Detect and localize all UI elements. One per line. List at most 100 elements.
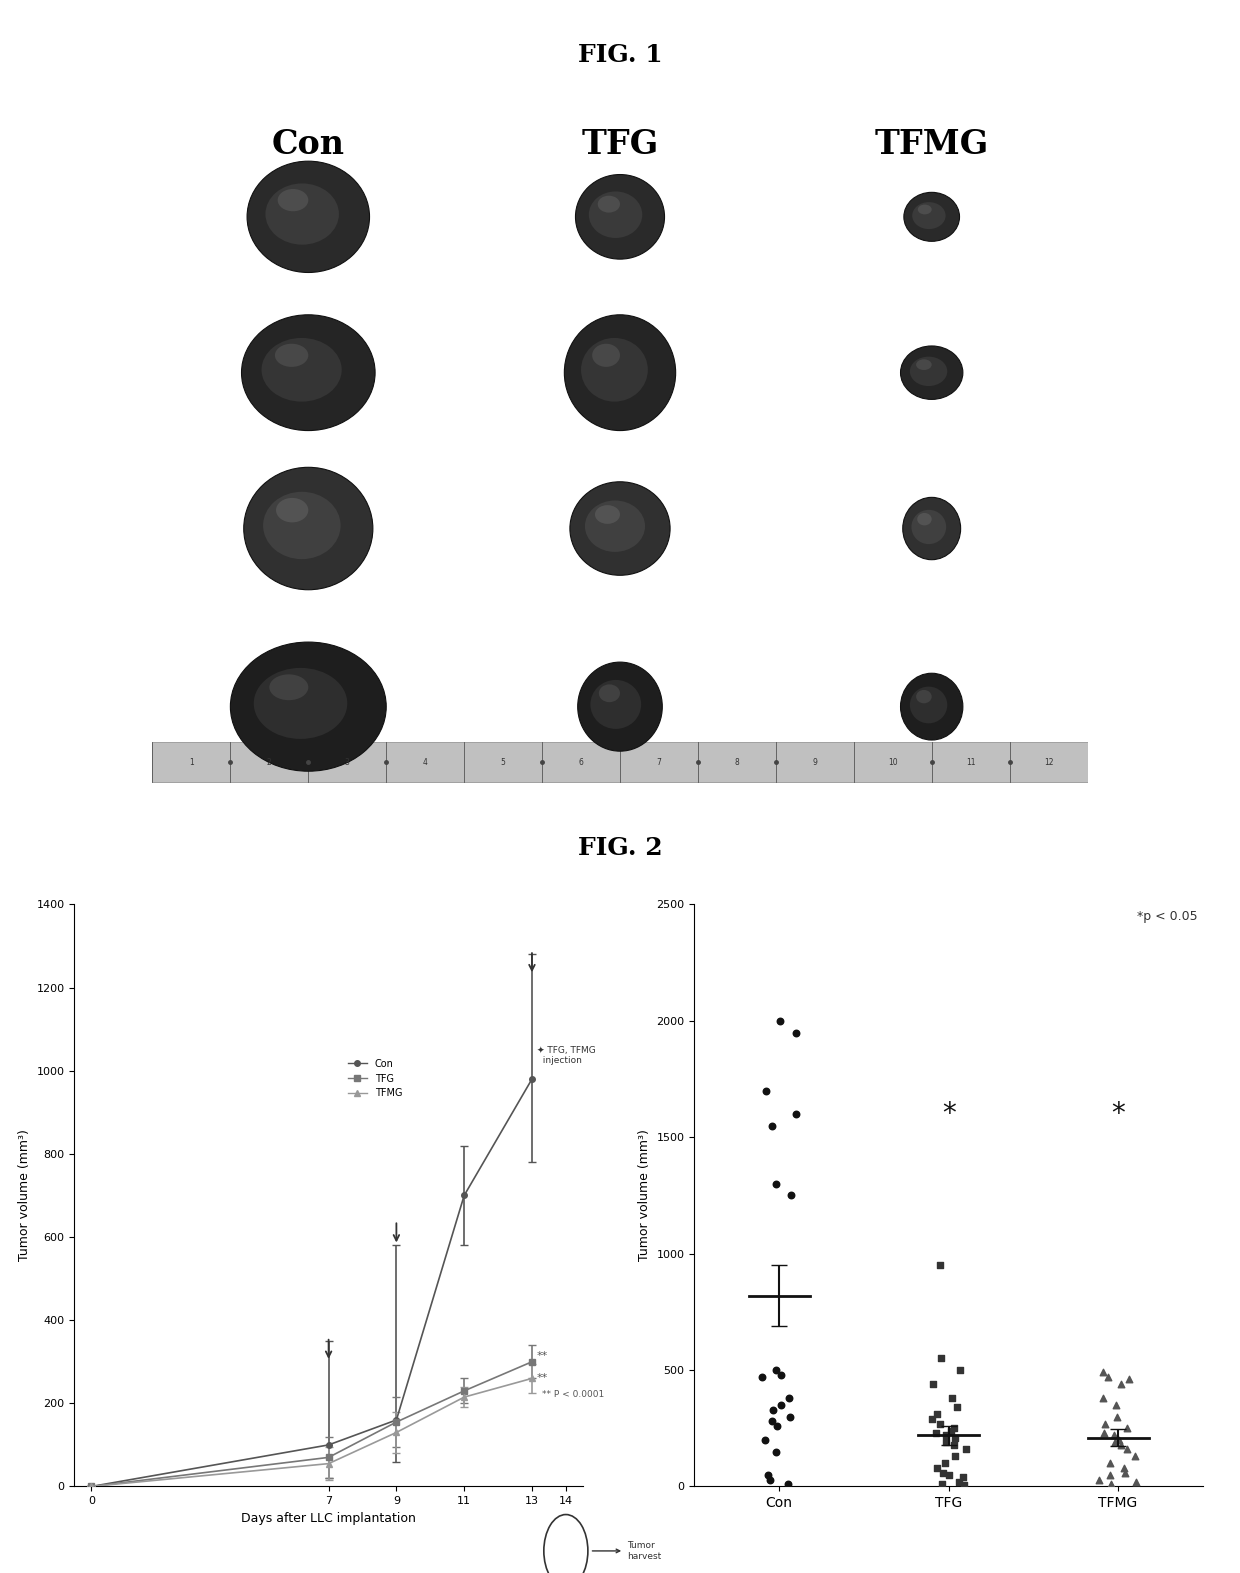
Point [1100, 1450, 1120, 1475]
Text: 1: 1 [188, 758, 193, 766]
Ellipse shape [916, 359, 931, 370]
Text: 11: 11 [966, 758, 976, 766]
Ellipse shape [262, 338, 342, 401]
Ellipse shape [582, 338, 647, 401]
Point [923, 1406, 942, 1431]
Y-axis label: Tumor volume (mm³): Tumor volume (mm³) [639, 1129, 651, 1262]
Point [932, 1472, 952, 1497]
Point [758, 1463, 777, 1488]
Ellipse shape [590, 680, 641, 728]
Point [780, 1405, 800, 1430]
Point [1114, 1455, 1133, 1480]
Text: 9: 9 [812, 758, 817, 766]
Point [1120, 1367, 1140, 1392]
Point [1117, 1436, 1137, 1461]
Text: 3: 3 [345, 758, 350, 766]
Text: Tumor
harvest: Tumor harvest [593, 1542, 661, 1560]
Text: TFG: TFG [582, 127, 658, 160]
Text: Con: Con [272, 127, 345, 160]
Point [925, 1420, 945, 1446]
Text: FIG. 2: FIG. 2 [578, 835, 662, 860]
Ellipse shape [244, 467, 373, 590]
Text: ✦ TFG, TFMG
  injection: ✦ TFG, TFMG injection [537, 1046, 595, 1065]
Point [1116, 1460, 1136, 1485]
Point [770, 1008, 790, 1033]
Y-axis label: Tumor volume (mm³): Tumor volume (mm³) [19, 1129, 31, 1262]
Point [786, 1019, 806, 1044]
Point [770, 1392, 790, 1417]
Ellipse shape [564, 315, 676, 431]
Ellipse shape [269, 675, 309, 700]
Ellipse shape [900, 673, 963, 739]
Ellipse shape [247, 160, 370, 272]
Text: **: ** [537, 1373, 548, 1383]
Ellipse shape [231, 642, 386, 771]
Ellipse shape [578, 662, 662, 752]
Ellipse shape [278, 189, 309, 211]
Ellipse shape [900, 346, 963, 400]
Text: 8: 8 [734, 758, 739, 766]
Ellipse shape [918, 204, 931, 214]
Point [955, 1472, 975, 1497]
Point [935, 1450, 955, 1475]
Point [1100, 1463, 1120, 1488]
Legend: Con, TFG, TFMG: Con, TFG, TFMG [343, 1055, 407, 1103]
Point [930, 1252, 950, 1277]
Point [1106, 1392, 1126, 1417]
Ellipse shape [585, 500, 645, 552]
Ellipse shape [242, 315, 374, 431]
Point [1125, 1444, 1145, 1469]
Point [763, 1114, 782, 1139]
Point [949, 1469, 968, 1494]
Point [765, 1439, 785, 1464]
Point [1101, 1472, 1121, 1497]
Ellipse shape [593, 344, 620, 367]
Point [1111, 1431, 1131, 1457]
X-axis label: Days after LLC implantation: Days after LLC implantation [241, 1512, 417, 1524]
Point [751, 1364, 771, 1389]
Ellipse shape [599, 684, 620, 702]
Ellipse shape [265, 184, 339, 245]
Point [766, 1172, 786, 1197]
Ellipse shape [277, 499, 309, 522]
Point [936, 1430, 956, 1455]
Ellipse shape [918, 513, 931, 525]
Point [1092, 1359, 1112, 1384]
Point [954, 1464, 973, 1490]
Point [941, 1417, 961, 1442]
Ellipse shape [575, 175, 665, 260]
Point [1117, 1416, 1137, 1441]
Point [924, 1372, 944, 1397]
Text: 12: 12 [1044, 758, 1053, 766]
Text: TFMG: TFMG [874, 127, 988, 160]
Ellipse shape [263, 492, 341, 558]
Point [956, 1436, 976, 1461]
Ellipse shape [913, 203, 946, 230]
Point [1090, 1468, 1110, 1493]
Point [771, 1362, 791, 1387]
Point [928, 1455, 947, 1480]
Point [1099, 1364, 1118, 1389]
Point [1094, 1420, 1114, 1446]
Point [944, 1431, 963, 1457]
Text: FIG. 1: FIG. 1 [578, 42, 662, 68]
Point [1104, 1422, 1123, 1447]
Ellipse shape [910, 357, 947, 385]
Point [946, 1444, 966, 1469]
Ellipse shape [254, 669, 347, 739]
Point [931, 1346, 951, 1372]
Point [950, 1357, 970, 1383]
Ellipse shape [904, 192, 960, 241]
Ellipse shape [903, 497, 961, 560]
Point [1109, 1427, 1128, 1452]
Text: 2: 2 [267, 758, 272, 766]
Point [1092, 1386, 1112, 1411]
FancyBboxPatch shape [153, 742, 1087, 782]
Point [1111, 1372, 1131, 1397]
Point [930, 1411, 950, 1436]
Point [756, 1078, 776, 1103]
Ellipse shape [598, 195, 620, 212]
Point [942, 1386, 962, 1411]
Point [755, 1427, 775, 1452]
Point [1106, 1430, 1126, 1455]
